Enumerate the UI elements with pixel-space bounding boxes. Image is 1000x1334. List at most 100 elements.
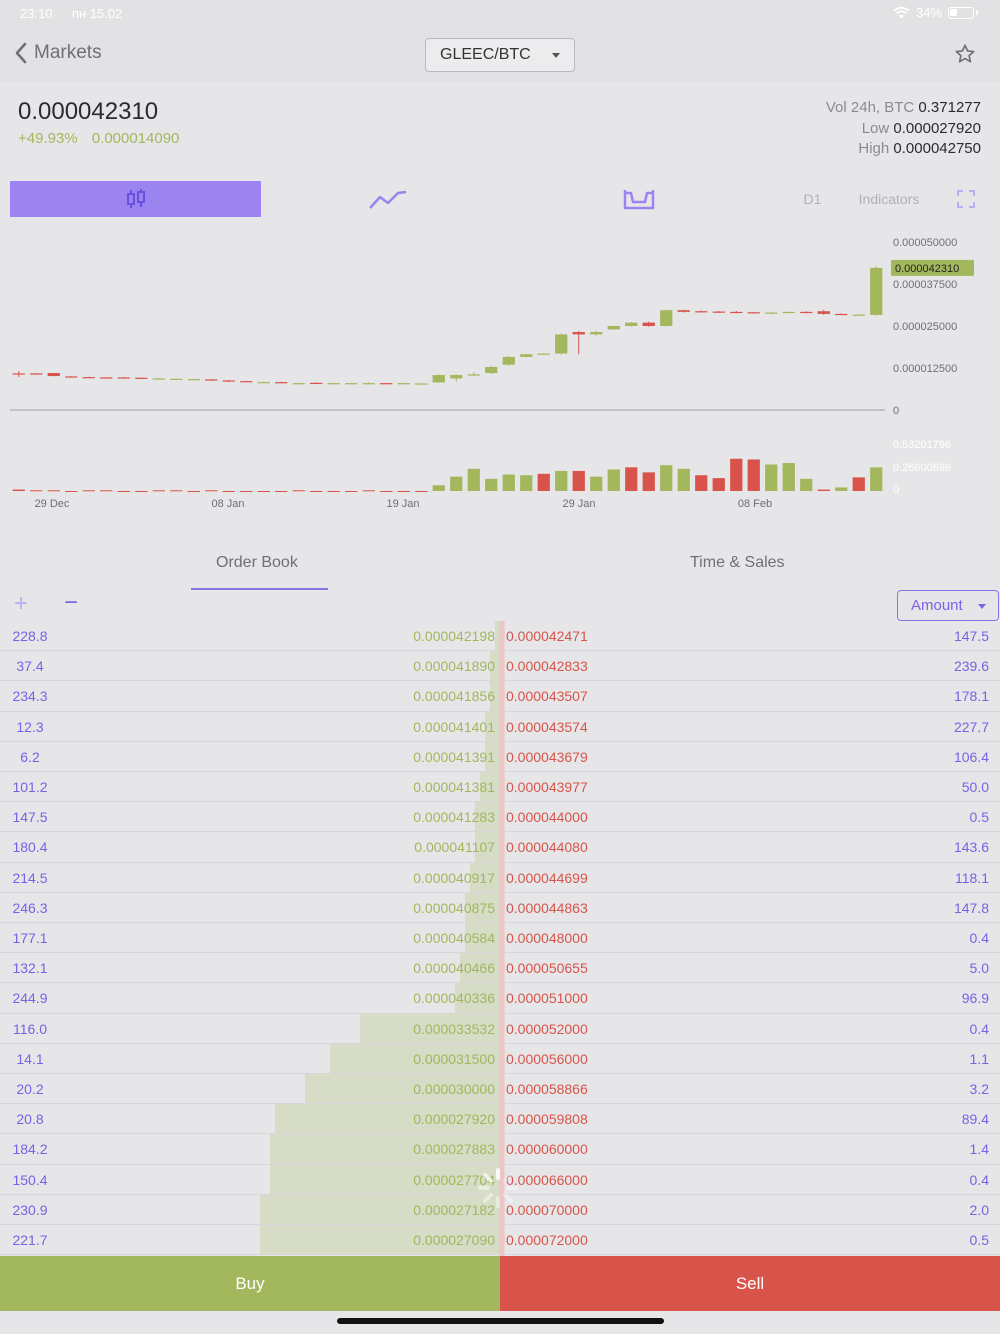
volume-bar <box>607 469 620 491</box>
stat-volume: Vol 24h, BTC 0.371277 <box>826 98 981 119</box>
ask-amount: 89.4 <box>961 1111 989 1128</box>
book-tabs: Order Book Time & Sales <box>0 540 1000 590</box>
ask-amount: 118.1 <box>955 869 989 886</box>
candle-body <box>327 383 340 385</box>
candlestick-icon <box>126 189 145 208</box>
candle-body <box>747 312 760 314</box>
ticker-summary: 0.000042310 +49.93% 0.000014090 <box>18 98 189 147</box>
order-book-row[interactable]: 246.3 0.000040875 0.000044863 147.8 <box>0 892 1000 923</box>
battery-icon <box>948 6 974 19</box>
ask-price: 0.000058866 <box>506 1081 588 1097</box>
candle-body <box>170 378 183 380</box>
x-tick-label: 29 Dec <box>35 498 70 510</box>
ask-amount: 3.2 <box>969 1081 989 1097</box>
order-book-row[interactable]: 184.2 0.000027883 0.000060000 1.4 <box>0 1134 1000 1165</box>
amount-selector[interactable]: Amount <box>897 590 999 621</box>
ask-price: 0.000044699 <box>506 869 588 886</box>
tab-time-sales[interactable]: Time & Sales <box>690 554 785 571</box>
order-book-controls: + − Amount <box>0 590 1000 622</box>
bid-price: 0.000027182 <box>413 1201 495 1218</box>
order-book-row[interactable]: 14.1 0.000031500 0.000056000 1.1 <box>0 1043 1000 1074</box>
indicators-button[interactable]: Indicators <box>858 191 920 207</box>
volume-bar <box>467 468 480 491</box>
ask-amount: 227.7 <box>953 718 989 735</box>
candle-body <box>467 374 480 376</box>
bid-amount: 20.2 <box>16 1081 44 1097</box>
bid-amount: 132.1 <box>12 960 48 977</box>
candle-body <box>257 382 270 384</box>
candle-body <box>642 322 655 326</box>
bid-amount: 116.0 <box>13 1020 47 1037</box>
candle-body <box>415 383 428 385</box>
x-tick-label: 08 Feb <box>738 498 772 510</box>
x-tick-label: 19 Jan <box>386 498 419 510</box>
fullscreen-button[interactable] <box>950 181 982 217</box>
bid-depth-bar <box>475 832 500 862</box>
y-tick-label: 0.000037500 <box>893 279 957 291</box>
back-label: Markets <box>34 42 102 63</box>
chart-toolbar: D1 Indicators <box>0 180 1000 218</box>
price-chart[interactable]: 0.000050000 0.000037500 0.000025000 0.00001… <box>0 228 1000 528</box>
ask-amount: 50.0 <box>961 779 989 795</box>
stat-volume-value: 0.371277 <box>918 99 981 116</box>
bid-depth-bar <box>465 892 500 922</box>
volume-tick-label: 0.26600898 <box>893 462 951 474</box>
candle-body <box>205 379 218 381</box>
candle-body <box>485 366 498 374</box>
stat-high: High 0.000042750 <box>826 139 981 160</box>
battery-percent: 34% <box>915 5 942 20</box>
volume-bar <box>30 490 43 492</box>
line-view-button[interactable] <box>262 181 513 217</box>
candle-body <box>12 373 25 375</box>
bid-depth-bar <box>260 1225 500 1255</box>
bid-price: 0.000041381 <box>413 779 495 795</box>
star-icon[interactable] <box>954 43 976 65</box>
volume-bar <box>170 490 183 492</box>
bid-price: 0.000041890 <box>413 658 495 675</box>
x-tick-label: 29 Jan <box>562 498 595 510</box>
candle-body <box>380 383 393 385</box>
candle-body <box>590 332 603 335</box>
ask-amount: 0.5 <box>969 1232 989 1248</box>
depth-view-button[interactable] <box>513 181 764 217</box>
bid-amount: 150.4 <box>12 1171 48 1188</box>
status-date: пн 15.02 <box>72 6 123 21</box>
buy-button[interactable]: Buy <box>0 1256 500 1311</box>
zoom-out-button[interactable]: − <box>64 589 79 616</box>
ask-amount: 0.4 <box>969 1020 989 1037</box>
candlestick-view-button[interactable] <box>10 181 261 217</box>
volume-bar <box>817 489 830 491</box>
timeframe-button[interactable]: D1 <box>803 191 822 207</box>
order-book-row[interactable]: 20.8 0.000027920 0.000059808 89.4 <box>0 1104 1000 1135</box>
sell-button[interactable]: Sell <box>500 1256 1000 1311</box>
back-button[interactable]: Markets <box>14 42 102 64</box>
order-book-row[interactable]: 228.8 0.000042198 0.000042471 147.5 <box>0 621 1000 652</box>
order-book-row[interactable]: 177.1 0.000040584 0.000048000 0.4 <box>0 923 1000 954</box>
volume-bar <box>292 490 305 492</box>
ask-amount: 0.4 <box>969 930 989 946</box>
volume-bar <box>747 459 760 491</box>
bid-price: 0.000033532 <box>413 1020 495 1037</box>
spread-divider <box>499 621 504 1256</box>
bid-price: 0.000041401 <box>413 718 495 735</box>
volume-bar <box>765 464 778 491</box>
candle-body <box>100 377 113 379</box>
battery-nub <box>976 10 978 15</box>
volume-bar <box>222 491 235 492</box>
y-tick-label: 0.000012500 <box>893 363 957 375</box>
volume-bar <box>712 478 725 491</box>
bid-amount: 230.9 <box>12 1201 48 1218</box>
ask-price: 0.000052000 <box>506 1020 588 1037</box>
candle-body <box>800 311 813 314</box>
volume-bar <box>520 475 533 491</box>
candle-body <box>537 353 550 355</box>
ask-amount: 239.6 <box>953 658 989 675</box>
pair-selector[interactable]: GLEEC/BTC <box>425 38 575 72</box>
bid-depth-bar <box>270 1134 500 1164</box>
bid-amount: 147.5 <box>12 809 48 826</box>
ticker-stats: Vol 24h, BTC 0.371277 Low 0.000027920 Hi… <box>826 98 981 160</box>
bid-amount: 214.5 <box>12 869 48 886</box>
zoom-in-button[interactable]: + <box>14 590 29 617</box>
tab-order-book[interactable]: Order Book <box>216 554 298 571</box>
candle-body <box>152 378 165 380</box>
